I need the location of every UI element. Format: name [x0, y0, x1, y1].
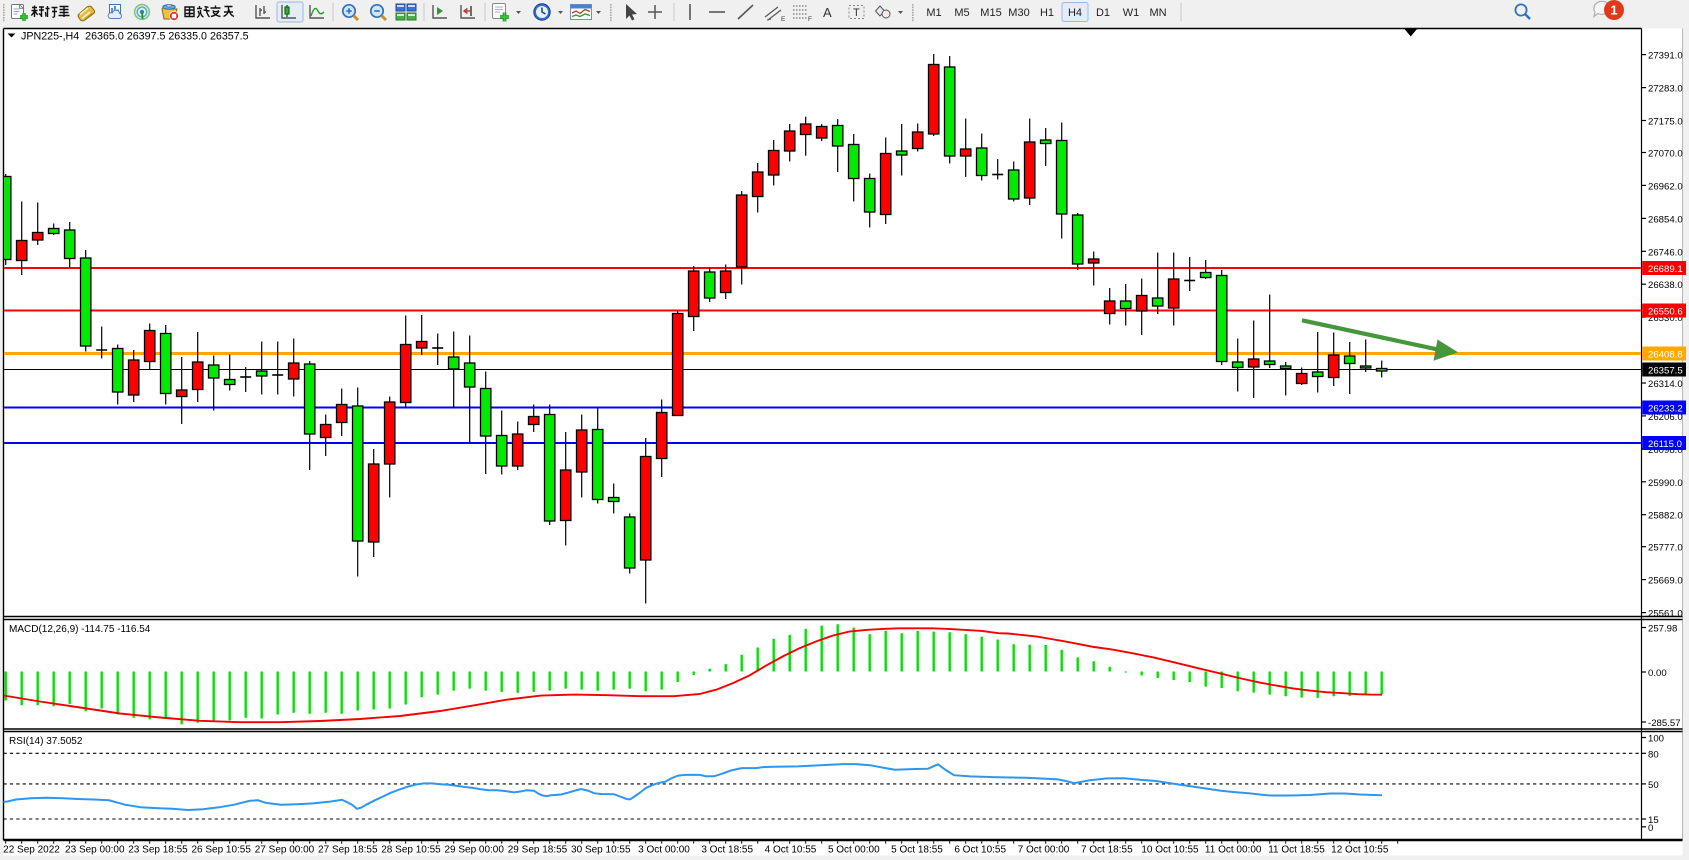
svg-text:27 Sep 00:00: 27 Sep 00:00 — [255, 845, 315, 856]
svg-text:23 Sep 00:00: 23 Sep 00:00 — [65, 845, 125, 856]
svg-text:M30: M30 — [1008, 7, 1029, 19]
svg-text:11 Oct 18:55: 11 Oct 18:55 — [1268, 845, 1325, 856]
svg-text:12 Oct 10:55: 12 Oct 10:55 — [1331, 845, 1389, 856]
svg-text:5 Oct 18:55: 5 Oct 18:55 — [891, 845, 943, 856]
svg-text:26550.6: 26550.6 — [1648, 307, 1683, 318]
svg-text:26233.2: 26233.2 — [1648, 404, 1683, 415]
svg-text:7 Oct 18:55: 7 Oct 18:55 — [1081, 845, 1133, 856]
svg-text:25669.0: 25669.0 — [1648, 576, 1683, 587]
svg-text:25882.0: 25882.0 — [1648, 511, 1683, 522]
svg-text:257.98: 257.98 — [1648, 624, 1677, 635]
svg-text:26408.8: 26408.8 — [1648, 350, 1683, 361]
svg-text:27283.0: 27283.0 — [1648, 84, 1683, 95]
svg-text:28 Sep 10:55: 28 Sep 10:55 — [381, 845, 441, 856]
svg-text:27 Sep 18:55: 27 Sep 18:55 — [318, 845, 378, 856]
svg-text:1: 1 — [1610, 3, 1617, 18]
svg-text:26 Sep 10:55: 26 Sep 10:55 — [191, 845, 251, 856]
svg-text:0.00: 0.00 — [1648, 668, 1667, 679]
svg-text:26098.0: 26098.0 — [1648, 445, 1683, 456]
svg-text:27070.0: 27070.0 — [1648, 149, 1683, 160]
svg-text:-285.57: -285.57 — [1648, 718, 1681, 729]
svg-text:22 Sep 2022: 22 Sep 2022 — [3, 845, 60, 856]
svg-text:5 Oct 00:00: 5 Oct 00:00 — [828, 845, 880, 856]
svg-text:MN: MN — [1149, 7, 1166, 19]
svg-text:27391.0: 27391.0 — [1648, 51, 1683, 62]
svg-text:50: 50 — [1648, 780, 1659, 791]
svg-text:25777.0: 25777.0 — [1648, 543, 1683, 554]
svg-text:26530.0: 26530.0 — [1648, 313, 1683, 324]
svg-text:29 Sep 00:00: 29 Sep 00:00 — [444, 845, 504, 856]
svg-text:30 Sep 10:55: 30 Sep 10:55 — [571, 845, 631, 856]
svg-text:25561.0: 25561.0 — [1648, 609, 1683, 620]
svg-text:26689.1: 26689.1 — [1648, 264, 1683, 275]
svg-text:26206.0: 26206.0 — [1648, 412, 1683, 423]
svg-text:F: F — [808, 16, 812, 23]
svg-text:4 Oct 10:55: 4 Oct 10:55 — [765, 845, 817, 856]
svg-text:26854.0: 26854.0 — [1648, 214, 1683, 225]
svg-text:10 Oct 10:55: 10 Oct 10:55 — [1141, 845, 1199, 856]
svg-text:M15: M15 — [980, 7, 1001, 19]
svg-text:11 Oct 00:00: 11 Oct 00:00 — [1205, 845, 1262, 856]
svg-text:80: 80 — [1648, 749, 1659, 760]
svg-text:E: E — [781, 16, 786, 23]
svg-text:26638.0: 26638.0 — [1648, 280, 1683, 291]
svg-text:26746.0: 26746.0 — [1648, 247, 1683, 258]
svg-text:T: T — [853, 7, 860, 19]
svg-text:0: 0 — [1648, 823, 1653, 834]
svg-text:29 Sep 18:55: 29 Sep 18:55 — [508, 845, 568, 856]
svg-text:JPN225-,H4 26365.0 26397.5 26: JPN225-,H4 26365.0 26397.5 26335.0 26357… — [21, 31, 249, 43]
svg-text:H1: H1 — [1040, 7, 1054, 19]
svg-text:26357.5: 26357.5 — [1648, 366, 1683, 377]
svg-text:27175.0: 27175.0 — [1648, 117, 1683, 128]
svg-text:M1: M1 — [926, 7, 941, 19]
svg-text:23 Sep 18:55: 23 Sep 18:55 — [128, 845, 188, 856]
svg-text:26115.0: 26115.0 — [1648, 439, 1682, 450]
svg-text:D1: D1 — [1096, 7, 1110, 19]
svg-text:3 Oct 18:55: 3 Oct 18:55 — [701, 845, 753, 856]
svg-text:7 Oct 00:00: 7 Oct 00:00 — [1018, 845, 1070, 856]
svg-text:M5: M5 — [954, 7, 969, 19]
svg-text:15: 15 — [1648, 815, 1659, 826]
svg-text:26962.0: 26962.0 — [1648, 181, 1683, 192]
svg-text:MACD(12,26,9) -114.75 -116.54: MACD(12,26,9) -114.75 -116.54 — [9, 624, 151, 635]
svg-text:A: A — [823, 5, 832, 20]
svg-text:W1: W1 — [1123, 7, 1140, 19]
svg-text:25990.0: 25990.0 — [1648, 478, 1683, 489]
svg-text:3 Oct 00:00: 3 Oct 00:00 — [638, 845, 690, 856]
svg-text:6 Oct 10:55: 6 Oct 10:55 — [954, 845, 1006, 856]
svg-text:26314.0: 26314.0 — [1648, 379, 1683, 390]
svg-text:100: 100 — [1648, 734, 1664, 745]
svg-text:H4: H4 — [1068, 7, 1082, 19]
svg-text:RSI(14) 37.5052: RSI(14) 37.5052 — [9, 736, 83, 747]
